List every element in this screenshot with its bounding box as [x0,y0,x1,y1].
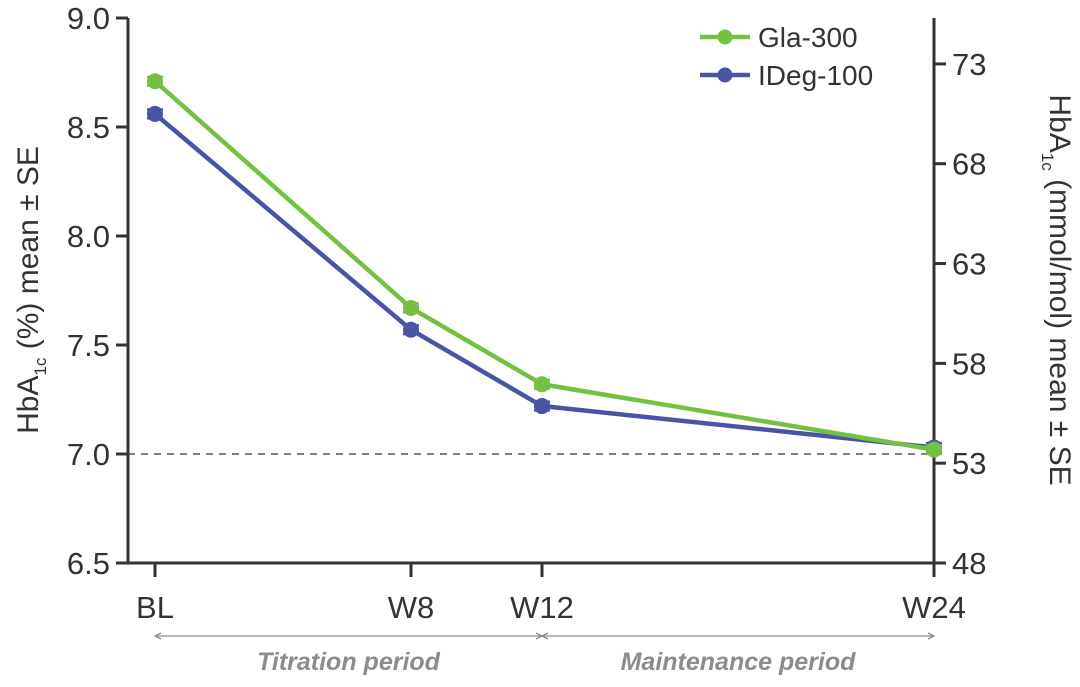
y-tick-label: 9.0 [67,1,110,36]
y-tick-label: 8.5 [67,110,110,145]
data-point [926,441,942,458]
period-label: Titration period [257,648,441,676]
period-arrow [153,632,162,640]
y-tick-label: 8.0 [67,219,110,254]
series-line [153,112,935,450]
x-tick-label: W24 [902,590,966,625]
y2-axis-title: HbA1c (mmol/mol) mean ± SE [1038,94,1076,485]
series-line [153,79,935,452]
y2-tick-label: 58 [952,346,986,381]
y2-tick-label: 63 [952,247,986,282]
y-tick-label: 7.5 [67,328,110,363]
x-tick-label: W12 [510,590,574,625]
y2-tick-label: 53 [952,446,986,481]
data-point [147,73,163,90]
data-point [403,299,419,316]
data-point [534,398,550,415]
legend-label: Gla-300 [758,22,858,53]
periods-group: Titration period Maintenance period [153,632,936,676]
y2-tick-label: 68 [952,147,986,182]
period-label: Maintenance period [621,648,856,676]
legend-label: IDeg-100 [758,60,873,91]
ticks-group: 9.0 8.5 8.0 7.5 7.0 6.5 73 68 63 58 53 48 BL W8 W12 W24 [67,1,987,625]
data-point [403,321,419,338]
series-group [147,73,942,458]
data-point [534,376,550,393]
y-axis-title: HbA1c (%) mean ± SE [12,146,50,434]
axes-group [126,18,936,565]
y-tick-label: 6.5 [67,546,110,581]
y2-tick-label: 73 [952,47,986,82]
legend-group: Gla-300 IDeg-100 [700,22,873,91]
data-point [147,105,163,122]
period-arrow [540,632,549,640]
y-tick-label: 7.0 [67,437,110,472]
legend-swatch-marker [717,67,733,83]
y2-tick-label: 48 [952,546,986,581]
x-tick-label: BL [136,590,174,625]
legend-swatch-marker [717,29,733,45]
x-tick-label: W8 [388,590,435,625]
period-arrow [927,632,936,640]
